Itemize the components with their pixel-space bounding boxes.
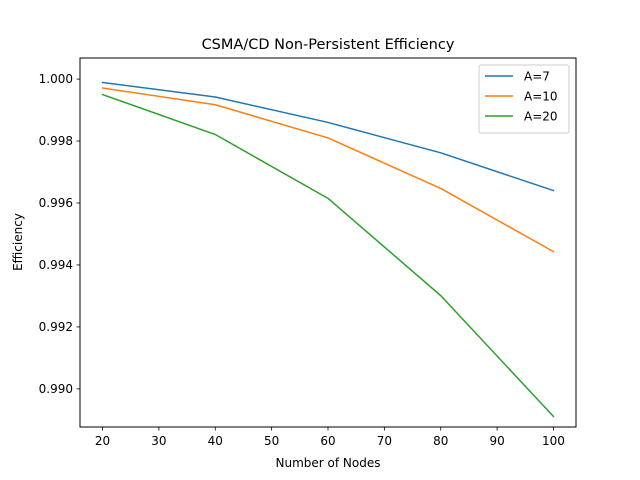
y-tick-label: 1.000: [39, 72, 73, 86]
legend-label: A=20: [524, 110, 558, 124]
chart-title: CSMA/CD Non-Persistent Efficiency: [202, 37, 455, 53]
legend-label: A=10: [524, 90, 558, 104]
x-tick-label: 80: [433, 434, 448, 448]
x-tick-label: 90: [489, 434, 504, 448]
x-axis-label: Number of Nodes: [276, 456, 381, 470]
x-axis: 20 30 40 50 60 70 80 90 100: [95, 427, 565, 448]
plot-area: [101, 81, 555, 418]
x-tick-label: 20: [95, 434, 110, 448]
x-tick-label: 30: [151, 434, 166, 448]
y-axis-label: Efficiency: [11, 213, 25, 271]
y-tick-label: 0.996: [39, 196, 73, 210]
x-tick-label: 100: [542, 434, 565, 448]
x-tick-label: 40: [208, 434, 223, 448]
legend-label: A=7: [524, 70, 550, 84]
y-tick-label: 0.990: [39, 382, 73, 396]
y-axis: 0.990 0.992 0.994 0.996 0.998 1.000: [39, 72, 80, 396]
series-line-2: [101, 87, 555, 253]
legend: A=7 A=10 A=20: [478, 64, 570, 134]
y-tick-label: 0.994: [39, 258, 73, 272]
x-tick-label: 60: [320, 434, 335, 448]
series-line-3: [101, 93, 555, 418]
series-line-1: [101, 81, 555, 192]
y-tick-label: 0.992: [39, 320, 73, 334]
y-tick-label: 0.998: [39, 134, 73, 148]
x-tick-label: 70: [377, 434, 392, 448]
x-tick-label: 50: [264, 434, 279, 448]
